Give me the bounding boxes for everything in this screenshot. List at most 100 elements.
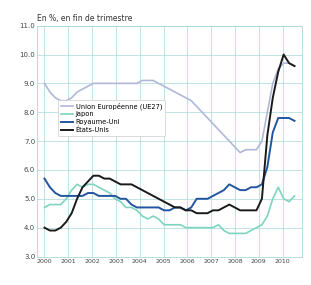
États-Unis: [276, 70, 280, 74]
États-Unis: [48, 229, 52, 232]
Japon: [59, 203, 63, 206]
États-Unis: [162, 200, 166, 203]
Japon: [195, 226, 198, 229]
Union Européenne (UE27): [184, 96, 188, 99]
Royaume-Uni: [75, 194, 79, 198]
Japon: [130, 206, 133, 209]
Union Européenne (UE27): [141, 79, 144, 82]
Union Européenne (UE27): [276, 67, 280, 71]
Union Européenne (UE27): [249, 148, 253, 151]
États-Unis: [97, 174, 101, 177]
Royaume-Uni: [255, 186, 258, 189]
États-Unis: [86, 180, 90, 183]
Royaume-Uni: [59, 194, 63, 198]
Japon: [227, 232, 231, 235]
Union Européenne (UE27): [91, 82, 95, 85]
Line: États-Unis: États-Unis: [44, 54, 295, 231]
Union Européenne (UE27): [173, 90, 177, 94]
Royaume-Uni: [238, 188, 242, 192]
États-Unis: [184, 209, 188, 212]
Royaume-Uni: [184, 209, 188, 212]
Union Européenne (UE27): [271, 82, 275, 85]
États-Unis: [43, 226, 46, 229]
États-Unis: [173, 206, 177, 209]
Japon: [70, 188, 73, 192]
États-Unis: [206, 211, 209, 215]
Union Européenne (UE27): [293, 64, 296, 68]
Union Européenne (UE27): [113, 82, 117, 85]
États-Unis: [189, 209, 193, 212]
États-Unis: [222, 206, 226, 209]
Japon: [222, 229, 226, 232]
Japon: [157, 217, 160, 221]
Japon: [276, 186, 280, 189]
Union Européenne (UE27): [119, 82, 123, 85]
Japon: [179, 223, 182, 227]
Union Européenne (UE27): [130, 82, 133, 85]
Japon: [189, 226, 193, 229]
Royaume-Uni: [227, 183, 231, 186]
États-Unis: [244, 209, 248, 212]
Royaume-Uni: [91, 191, 95, 195]
Japon: [135, 209, 139, 212]
États-Unis: [119, 183, 123, 186]
Royaume-Uni: [293, 119, 296, 123]
États-Unis: [266, 134, 269, 137]
Union Européenne (UE27): [287, 62, 291, 65]
Union Européenne (UE27): [146, 79, 150, 82]
Union Européenne (UE27): [200, 111, 204, 114]
Japon: [162, 223, 166, 227]
Union Européenne (UE27): [48, 90, 52, 94]
Legend: Union Européenne (UE27), Japon, Royaume-Uni, États-Unis: Union Européenne (UE27), Japon, Royaume-…: [58, 99, 165, 136]
Union Européenne (UE27): [179, 93, 182, 97]
Japon: [255, 226, 258, 229]
Royaume-Uni: [108, 194, 112, 198]
Royaume-Uni: [179, 206, 182, 209]
États-Unis: [141, 188, 144, 192]
Union Européenne (UE27): [222, 134, 226, 137]
Union Européenne (UE27): [135, 82, 139, 85]
États-Unis: [102, 177, 106, 180]
Union Européenne (UE27): [255, 148, 258, 151]
Royaume-Uni: [282, 116, 285, 120]
Union Européenne (UE27): [211, 122, 215, 125]
États-Unis: [255, 209, 258, 212]
Japon: [113, 197, 117, 201]
Royaume-Uni: [287, 116, 291, 120]
Royaume-Uni: [162, 209, 166, 212]
Japon: [86, 183, 90, 186]
Union Européenne (UE27): [233, 145, 237, 148]
États-Unis: [135, 186, 139, 189]
Japon: [108, 191, 112, 195]
Union Européenne (UE27): [189, 99, 193, 102]
Union Européenne (UE27): [124, 82, 128, 85]
Japon: [244, 232, 248, 235]
Union Européenne (UE27): [64, 99, 68, 102]
Royaume-Uni: [119, 197, 123, 201]
Royaume-Uni: [189, 206, 193, 209]
Royaume-Uni: [249, 186, 253, 189]
Union Européenne (UE27): [59, 99, 63, 102]
Royaume-Uni: [244, 188, 248, 192]
États-Unis: [75, 197, 79, 201]
Text: En %, en fin de trimestre: En %, en fin de trimestre: [37, 15, 133, 23]
Royaume-Uni: [102, 194, 106, 198]
Line: Japon: Japon: [44, 184, 295, 233]
Royaume-Uni: [260, 183, 264, 186]
Japon: [200, 226, 204, 229]
Royaume-Uni: [81, 194, 84, 198]
États-Unis: [59, 226, 63, 229]
Union Européenne (UE27): [238, 151, 242, 154]
Royaume-Uni: [206, 197, 209, 201]
États-Unis: [249, 209, 253, 212]
États-Unis: [238, 209, 242, 212]
Royaume-Uni: [211, 194, 215, 198]
États-Unis: [227, 203, 231, 206]
Union Européenne (UE27): [157, 82, 160, 85]
Japon: [293, 194, 296, 198]
Royaume-Uni: [173, 206, 177, 209]
Royaume-Uni: [168, 209, 171, 212]
États-Unis: [53, 229, 57, 232]
États-Unis: [211, 209, 215, 212]
Union Européenne (UE27): [282, 62, 285, 65]
